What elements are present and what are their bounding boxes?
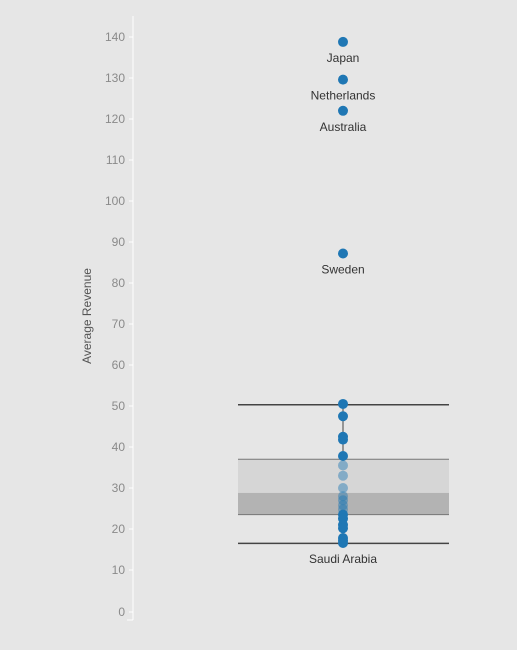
y-tick-label-0: 0 xyxy=(118,605,125,619)
y-tick-label-60: 60 xyxy=(112,358,126,372)
y-tick-label-80: 80 xyxy=(112,276,126,290)
y-tick-label-120: 120 xyxy=(105,112,125,126)
data-point-13 xyxy=(338,495,348,506)
data-point-0 xyxy=(338,36,348,47)
data-point-14 xyxy=(338,500,348,511)
y-tick-label-50: 50 xyxy=(112,399,126,413)
point-label-22: Saudi Arabia xyxy=(309,552,377,566)
data-point-22 xyxy=(338,537,348,548)
y-tick-label-10: 10 xyxy=(112,563,126,577)
data-point-9 xyxy=(338,460,348,471)
data-point-3 xyxy=(338,248,348,259)
data-point-19 xyxy=(338,523,348,534)
data-point-2 xyxy=(338,105,348,116)
y-tick-label-130: 130 xyxy=(105,71,125,85)
y-tick-label-100: 100 xyxy=(105,194,125,208)
y-tick-label-70: 70 xyxy=(112,317,126,331)
box-lower-half xyxy=(238,492,449,515)
y-axis: 0 10 20 30 40 50 60 70 80 90 100 110 120 130 140 xyxy=(105,16,134,621)
point-label-3: Sweden xyxy=(321,262,364,276)
y-axis-title: Average Revenue xyxy=(80,268,94,364)
data-point-12 xyxy=(338,491,348,502)
box-upper-half xyxy=(238,459,449,493)
y-tick-label-90: 90 xyxy=(112,235,126,249)
data-point-1 xyxy=(338,74,348,85)
point-label-2: Australia xyxy=(320,120,367,134)
data-point-7 xyxy=(338,434,348,445)
point-label-1: Netherlands xyxy=(311,89,376,103)
y-tick-label-40: 40 xyxy=(112,440,126,454)
data-point-10 xyxy=(338,470,348,481)
point-label-0: Japan xyxy=(327,51,360,65)
y-tick-label-110: 110 xyxy=(106,153,125,167)
data-point-11 xyxy=(338,483,348,493)
y-tick-label-30: 30 xyxy=(112,481,126,495)
data-point-8 xyxy=(338,451,348,462)
point-labels: Japan Netherlands Australia Sweden Saudi Ara… xyxy=(309,51,377,566)
y-tick-label-140: 140 xyxy=(105,30,125,44)
y-tick-label-20: 20 xyxy=(112,522,126,536)
data-point-5 xyxy=(338,411,348,422)
data-points xyxy=(338,36,348,548)
data-point-4 xyxy=(338,398,348,409)
